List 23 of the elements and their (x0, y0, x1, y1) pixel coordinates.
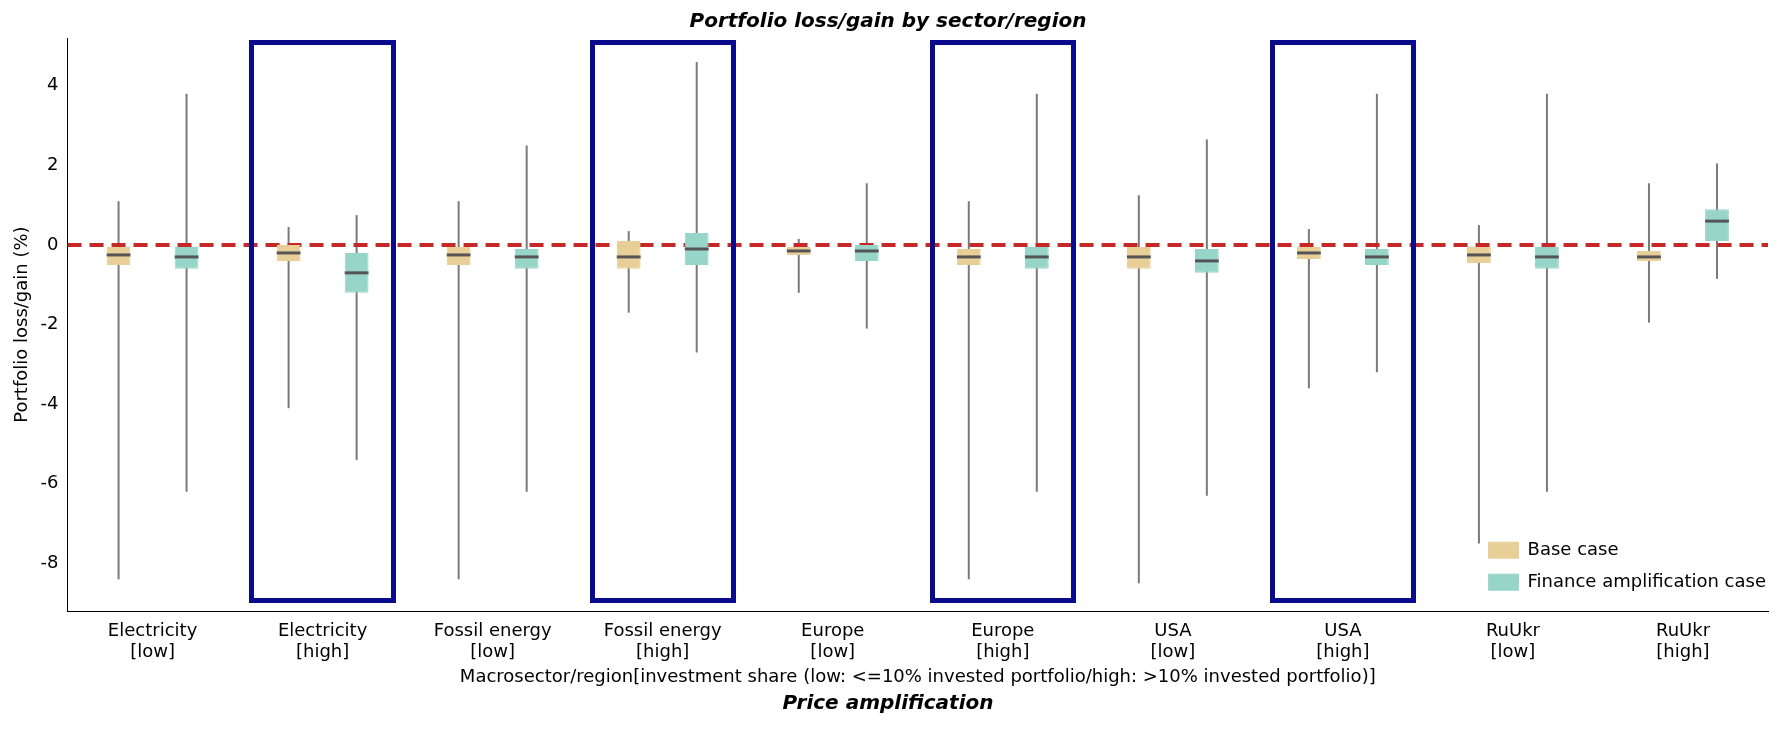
legend-label: Base case (1527, 537, 1619, 559)
x-tick-label: Europe [high] (971, 618, 1035, 662)
x-tick-label: Europe [low] (801, 618, 865, 662)
x-tick-label: Electricity [low] (107, 618, 198, 662)
y-tick-label: 4 (47, 73, 59, 95)
x-axis-title: Macrosector/region[investment share (low: <=10% invested portfolio/high: >10% invested portfolio)] (459, 664, 1376, 686)
x-tick-label: RuUkr [low] (1485, 618, 1541, 662)
y-tick-label: -2 (40, 312, 59, 334)
x-tick-label: USA [low] (1150, 618, 1196, 662)
x-tick-label: Fossil energy [low] (433, 618, 552, 662)
y-tick-label: -6 (40, 471, 59, 493)
y-axis-title: Portfolio loss/gain (%) (10, 226, 32, 423)
y-tick-label: -8 (40, 551, 59, 573)
y-tick-label: 2 (47, 153, 59, 175)
y-tick-label: 0 (47, 232, 59, 254)
x-tick-label: RuUkr [high] (1655, 618, 1711, 662)
x-tick-label: USA [high] (1316, 618, 1370, 662)
x-tick-label: Electricity [high] (277, 618, 368, 662)
x-tick-label: Fossil energy [high] (603, 618, 723, 662)
chart-title: Portfolio loss/gain by sector/region (689, 8, 1087, 33)
text: Price amplification (782, 690, 994, 715)
y-tick-label: -4 (40, 391, 59, 413)
legend-label: Finance amplification case (1527, 569, 1766, 591)
